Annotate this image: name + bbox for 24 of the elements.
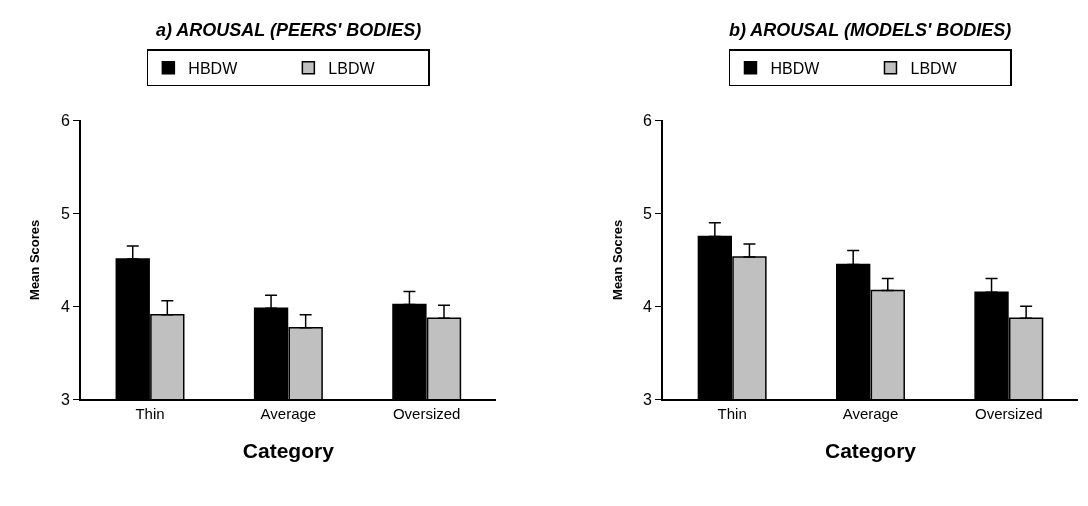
x-tick-label: Thin — [717, 404, 747, 422]
x-tick-label: Average — [842, 404, 899, 422]
chart-title: a) AROUSAL (PEERS' BODIES) — [156, 20, 422, 40]
y-axis-title: Mean Socres — [609, 219, 625, 300]
y-axis-title: Mean Scores — [27, 219, 43, 300]
y-tick-label: 5 — [60, 204, 70, 222]
x-tick-label: Thin — [135, 404, 165, 422]
x-axis-title: Category — [242, 438, 335, 462]
x-tick-label: Oversized — [975, 404, 1043, 422]
x-axis-title: Category — [824, 438, 917, 462]
legend-label: HBDW — [770, 59, 821, 77]
y-tick-label: 6 — [60, 112, 70, 130]
y-tick-label: 3 — [60, 390, 70, 408]
y-tick-label: 5 — [643, 204, 653, 222]
legend-label: LBDW — [328, 59, 376, 77]
legend-label: HBDW — [188, 59, 239, 77]
chart-title: b) AROUSAL (MODELS' BODIES) — [729, 20, 1012, 40]
legend-label: LBDW — [910, 59, 958, 77]
y-tick-label: 6 — [643, 112, 653, 130]
y-tick-label: 4 — [60, 297, 70, 315]
y-tick-label: 3 — [643, 390, 653, 408]
x-tick-label: Oversized — [392, 404, 461, 422]
x-tick-label: Average — [260, 404, 317, 422]
y-tick-label: 4 — [643, 297, 653, 315]
